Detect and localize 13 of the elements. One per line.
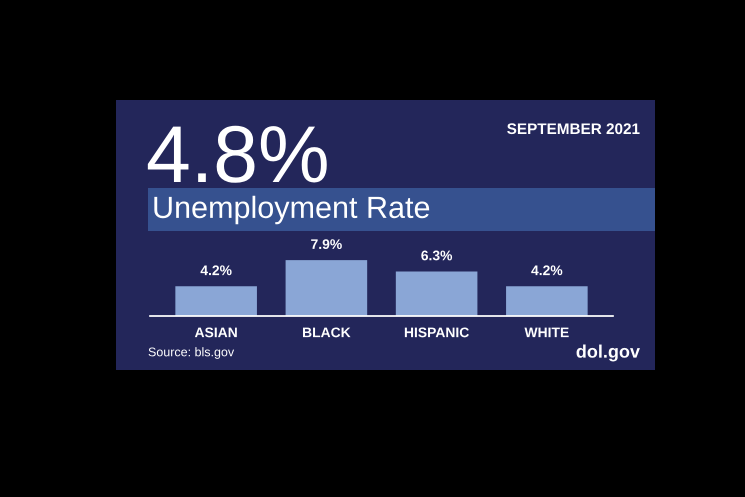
data-label: 7.9%	[311, 239, 342, 250]
data-label: 4.2%	[531, 265, 562, 276]
text: dol.gov	[576, 344, 640, 362]
data-label: 6.3%	[421, 250, 452, 260]
x-tick-label: BLACK	[303, 327, 351, 338]
text: SEPTEMBER 2021	[507, 123, 640, 134]
x-tick-label: HISPANIC	[404, 327, 469, 338]
source-note: Source: bls.gov	[148, 347, 234, 359]
chart-title: 4.8%	[148, 126, 327, 183]
x-tick-label: WHITE	[524, 328, 569, 338]
x-tick-label: ASIAN	[194, 327, 237, 338]
chart-subtitle: Unemployment Rate	[154, 196, 430, 224]
data-label: 4.2%	[200, 265, 232, 276]
